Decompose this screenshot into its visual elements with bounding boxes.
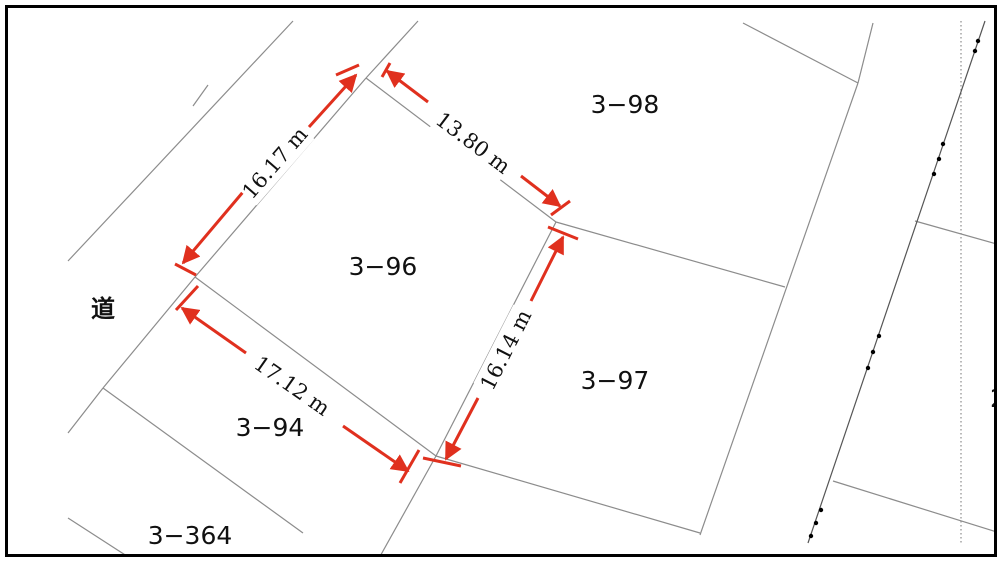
boundary-line xyxy=(699,82,859,536)
extension-tick xyxy=(335,63,360,77)
parcel-label-3-94: 3−94 xyxy=(236,413,305,442)
boundary-line xyxy=(67,387,104,434)
cadastral-map-frame: 16.17 m 13.80 m 16.14 m 17.12 m 3−96 3−9… xyxy=(5,5,997,557)
dimension-arrow-nw-lower xyxy=(181,191,245,265)
dimension-arrow-se-upper xyxy=(529,235,565,302)
boundary-line xyxy=(102,276,196,389)
dimension-arrow-se-lower xyxy=(444,397,480,461)
parcel-label-3-98: 3−98 xyxy=(591,90,660,119)
cadastral-map: 16.17 m 13.80 m 16.14 m 17.12 m 3−96 3−9… xyxy=(67,20,997,554)
parcel-label-3-96: 3−96 xyxy=(349,252,418,281)
dimension-arrow-nw-upper xyxy=(307,73,358,129)
extension-tick xyxy=(422,456,462,468)
dimension-arrow-sw-left xyxy=(180,306,247,355)
boundary-line xyxy=(365,20,419,79)
boundary-line xyxy=(192,84,209,107)
boundary-line xyxy=(380,455,437,554)
boundary-line xyxy=(857,22,874,84)
extension-tick xyxy=(380,62,392,78)
dimension-arrow-ne-lower xyxy=(520,174,562,208)
road-label: 道 xyxy=(91,295,115,323)
boundary-line xyxy=(102,387,304,534)
railway-dots xyxy=(808,38,981,539)
boundary-line xyxy=(435,455,701,534)
boundary-line xyxy=(742,22,859,84)
boundary-line xyxy=(67,20,294,262)
extension-tick xyxy=(174,284,200,312)
extension-tick xyxy=(398,449,421,484)
parcel-label-edge: 2 xyxy=(990,384,997,413)
parcel-label-3-364: 3−364 xyxy=(148,521,233,550)
dimension-arrow-sw-right xyxy=(342,424,410,473)
dimension-arrow-ne-upper xyxy=(385,69,429,104)
boundary-line xyxy=(555,221,786,288)
parcel-boundaries xyxy=(67,20,994,554)
extension-tick xyxy=(550,199,571,217)
boundary-line xyxy=(832,480,994,532)
extension-tick xyxy=(174,262,197,277)
extension-tick xyxy=(547,225,579,241)
boundary-line xyxy=(914,220,994,244)
parcel-label-3-97: 3−97 xyxy=(581,366,650,395)
railway-track xyxy=(807,20,986,544)
dimension-arrows xyxy=(174,62,579,484)
dimension-label-south-west: 17.12 m xyxy=(250,351,335,420)
dimension-label-north-west: 16.17 m xyxy=(237,122,312,203)
dimension-label-north-east: 13.80 m xyxy=(431,107,515,178)
railway-line xyxy=(807,20,986,544)
boundary-line xyxy=(194,276,437,457)
boundary-line xyxy=(67,517,125,554)
dimension-label-masks xyxy=(235,105,539,423)
